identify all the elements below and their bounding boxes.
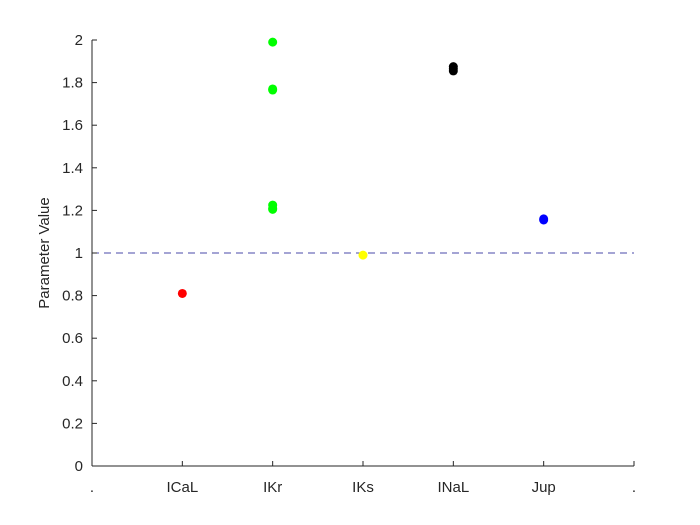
x-tick-label: INaL xyxy=(437,479,469,496)
x-tick-label: Jup xyxy=(532,479,556,496)
y-tick-label: 0.8 xyxy=(62,288,83,305)
point-iks xyxy=(358,250,368,260)
point-ical xyxy=(177,288,187,298)
y-tick-label: 2 xyxy=(75,32,83,49)
y-tick-label: 1.4 xyxy=(62,160,83,177)
point-ikr xyxy=(268,204,278,214)
y-tick-label: 1 xyxy=(75,245,83,262)
y-tick-label: 0.4 xyxy=(62,373,83,390)
x-tick-label: IKr xyxy=(263,479,282,496)
y-tick-label: 0.6 xyxy=(62,330,83,347)
point-jup xyxy=(539,215,549,225)
y-tick-label: 1.8 xyxy=(62,75,83,92)
y-tick-label: 1.6 xyxy=(62,117,83,134)
data-points xyxy=(177,37,549,298)
point-ikr xyxy=(268,37,278,47)
x-tick-label: IKs xyxy=(352,479,374,496)
y-axis-label: Parameter Value xyxy=(36,197,53,308)
x-axis-ticks: . ICaL IKr IKs INaL Jup. xyxy=(90,461,636,496)
x-tick-label: . xyxy=(632,479,636,496)
y-tick-label: 0 xyxy=(75,458,83,475)
y-tick-label: 1.2 xyxy=(62,202,83,219)
y-tick-label: 0.2 xyxy=(62,415,83,432)
y-axis-ticks: 0 0.2 0.4 0.6 0.8 1 1.2 1.4 1.6 1.8 2 xyxy=(62,32,97,475)
x-tick-label: ICaL xyxy=(166,479,198,496)
point-inal xyxy=(448,66,458,76)
point-ikr xyxy=(268,85,278,95)
x-tick-label: . xyxy=(90,479,94,496)
